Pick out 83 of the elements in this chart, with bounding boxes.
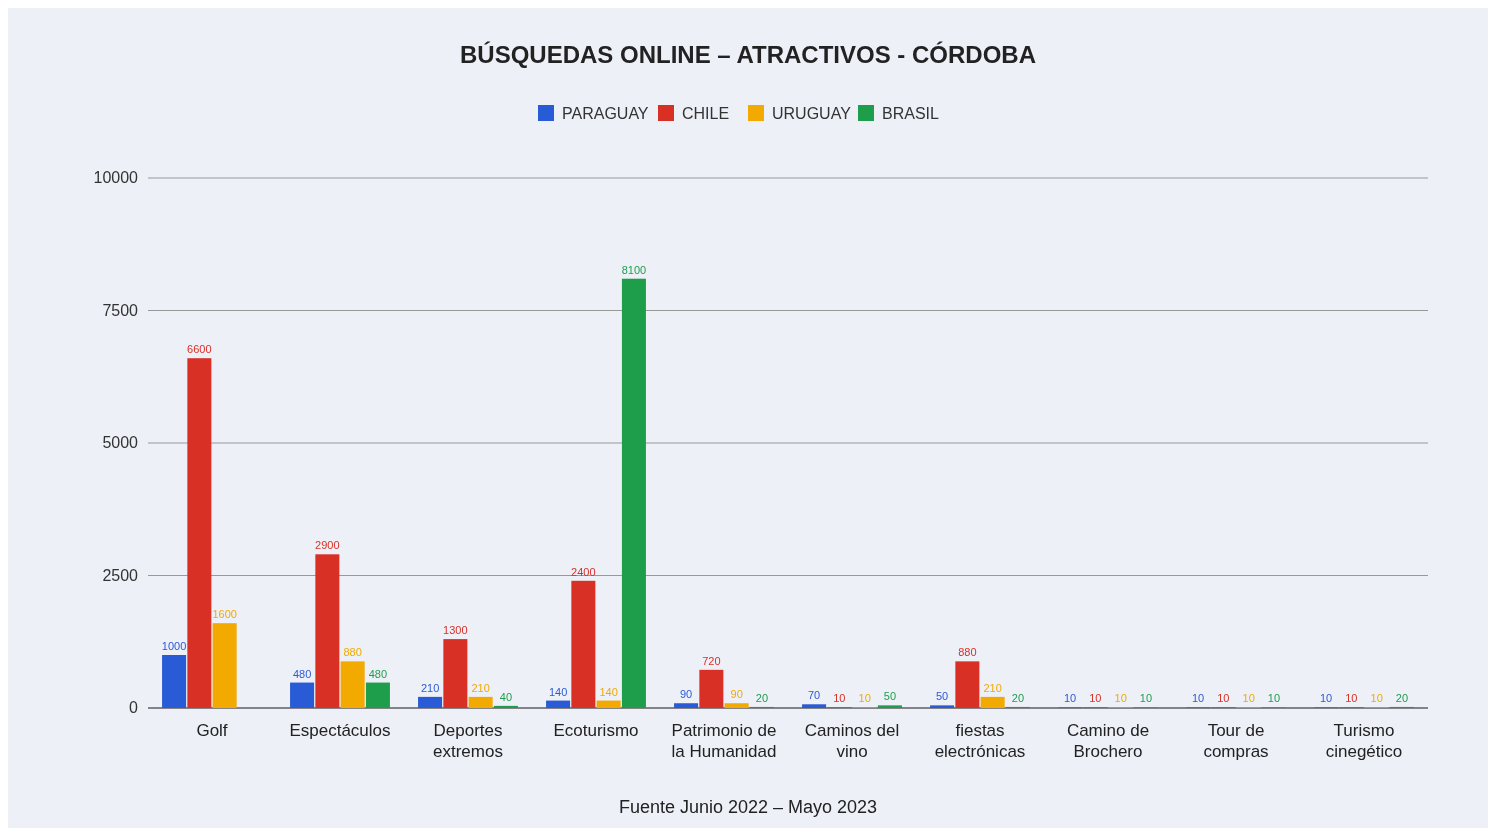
data-label: 10	[1345, 692, 1358, 705]
data-label: 10	[1370, 692, 1383, 705]
data-label: 6600	[187, 343, 212, 356]
x-tick-label: Turismo cinegético	[1325, 721, 1403, 761]
bar	[493, 705, 518, 708]
legend-label: PARAGUAY	[562, 105, 649, 122]
data-label: 50	[935, 690, 949, 703]
data-label: 210	[983, 681, 1002, 694]
legend-label: URUGUAY	[772, 105, 852, 122]
y-tick-label: 10000	[93, 169, 139, 186]
bar	[162, 655, 187, 708]
bar	[290, 682, 315, 708]
x-tick-label: Tour de compras	[1203, 721, 1269, 761]
x-tick-label: Deportes extremos	[433, 721, 503, 761]
bar	[443, 639, 468, 708]
bar	[724, 703, 749, 708]
data-label: 10	[1114, 692, 1127, 705]
y-tick-label: 2500	[102, 566, 139, 584]
bar	[418, 696, 443, 708]
bar	[212, 623, 237, 708]
bar	[468, 696, 493, 708]
data-label: 1300	[443, 624, 468, 637]
bar	[930, 705, 955, 708]
data-label: 1600	[212, 608, 237, 621]
data-label: 10	[833, 692, 846, 705]
data-label: 720	[702, 654, 721, 667]
data-label: 40	[499, 690, 513, 703]
data-label: 140	[548, 685, 568, 698]
data-label: 90	[730, 688, 743, 701]
x-tick-label: Camino de Brochero	[1066, 721, 1150, 761]
bar	[621, 278, 646, 708]
data-label: 10	[1191, 692, 1205, 705]
legend-label: CHILE	[682, 105, 730, 122]
bar	[315, 554, 340, 708]
data-label: 880	[958, 646, 977, 659]
x-tick-label: Ecoturismo	[553, 721, 639, 740]
bar	[955, 661, 980, 708]
bar	[980, 696, 1005, 708]
data-label: 210	[471, 681, 490, 694]
data-label: 480	[292, 667, 312, 680]
bar	[571, 580, 596, 708]
data-label: 480	[368, 667, 388, 680]
data-label: 70	[807, 689, 821, 702]
bar	[699, 669, 724, 708]
data-label: 140	[599, 685, 618, 698]
x-tick-label: Patrimonio de la Humanidad	[671, 721, 777, 761]
data-label: 20	[755, 691, 769, 704]
data-label: 90	[679, 688, 693, 701]
data-label: 10	[858, 692, 871, 705]
data-label: 20	[1395, 691, 1409, 704]
data-label: 880	[343, 646, 362, 659]
bar	[596, 700, 621, 708]
bar	[546, 700, 571, 708]
data-label: 10	[1242, 692, 1255, 705]
bar	[802, 704, 827, 708]
bar	[674, 703, 699, 708]
data-label: 20	[1011, 691, 1025, 704]
bar	[187, 358, 212, 708]
y-tick-label: 7500	[102, 301, 139, 319]
data-label: 2400	[571, 565, 596, 578]
x-tick-label: Golf	[196, 721, 228, 740]
data-label: 50	[883, 690, 897, 703]
data-label: 10	[1063, 692, 1077, 705]
source-note: Fuente Junio 2022 – Mayo 2023	[618, 797, 878, 817]
x-tick-label: Caminos del vino	[804, 721, 900, 761]
bar	[365, 682, 390, 708]
data-label: 1000	[161, 640, 187, 652]
data-label: 10	[1319, 692, 1333, 705]
data-label: 10	[1267, 692, 1281, 705]
data-label: 210	[420, 681, 440, 694]
y-tick-label: 0	[129, 699, 139, 716]
data-label: 10	[1089, 692, 1102, 705]
bar	[877, 705, 902, 708]
data-label: 10	[1217, 692, 1230, 705]
legend-label: BRASIL	[882, 105, 940, 122]
x-tick-label: Espectáculos	[289, 721, 391, 740]
y-tick-label: 5000	[102, 434, 139, 451]
data-label: 10	[1139, 692, 1153, 705]
chart-title: BÚSQUEDAS ONLINE – ATRACTIVOS - CÓRDOBA	[459, 41, 1037, 68]
data-label: 8100	[621, 263, 647, 276]
data-label: 2900	[315, 539, 340, 552]
x-tick-label: fiestas electrónicas	[934, 721, 1026, 761]
bar	[340, 661, 365, 708]
